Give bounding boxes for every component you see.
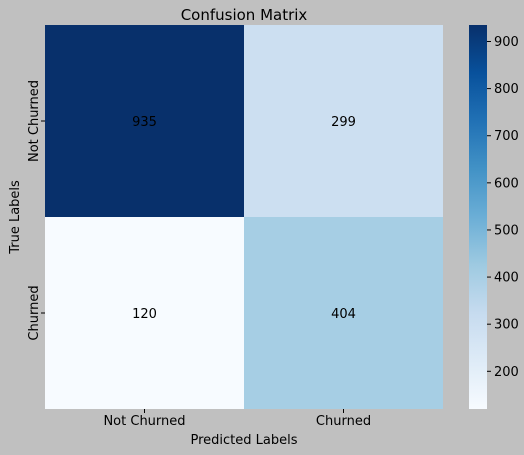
x-axis-label: Predicted Labels — [190, 433, 297, 448]
heatmap-cell — [45, 25, 244, 217]
colorbar-tick-label: 800 — [494, 82, 519, 97]
colorbar — [469, 25, 487, 409]
cell-value-label: 935 — [132, 115, 157, 130]
chart-title: Confusion Matrix — [181, 6, 308, 24]
heatmap-cell — [244, 25, 443, 217]
y-axis-label: True Labels — [8, 180, 23, 255]
colorbar-ticks: 200 300 400 500 600 700 800 900 — [487, 35, 519, 380]
colorbar-tick-label: 400 — [494, 271, 519, 286]
heatmap-cell — [244, 217, 443, 409]
colorbar-tick-label: 500 — [494, 223, 519, 238]
colorbar-tick-label: 700 — [494, 129, 519, 144]
x-axis-ticks: Not Churned Churned — [103, 409, 371, 429]
y-axis-ticks: Not Churned Churned — [27, 80, 45, 341]
y-tick-label: Churned — [27, 285, 42, 340]
heatmap-cell — [45, 217, 244, 409]
heatmap-cell-labels: 935 299 120 404 — [132, 115, 356, 322]
cell-value-label: 299 — [331, 115, 356, 130]
x-tick-label: Not Churned — [103, 414, 185, 429]
colorbar-tick-label: 600 — [494, 176, 519, 191]
y-tick-label: Not Churned — [27, 80, 42, 162]
x-tick-label: Churned — [316, 414, 371, 429]
colorbar-tick-label: 200 — [494, 365, 519, 380]
heatmap-cells — [45, 25, 443, 409]
colorbar-tick-label: 900 — [494, 35, 519, 50]
cell-value-label: 404 — [331, 307, 356, 322]
cell-value-label: 120 — [132, 307, 157, 322]
colorbar-tick-label: 300 — [494, 318, 519, 333]
